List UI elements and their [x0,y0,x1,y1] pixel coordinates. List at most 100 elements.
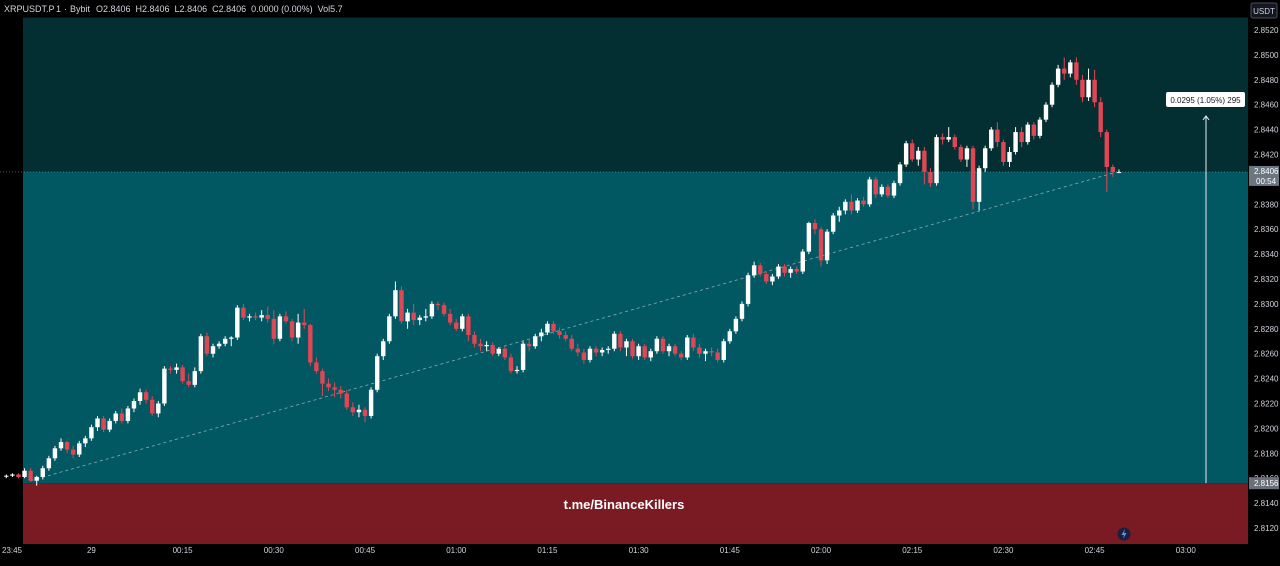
candle[interactable] [1092,69,1097,108]
candle[interactable] [1074,57,1079,85]
candle[interactable] [606,346,611,354]
candle[interactable] [447,308,453,326]
candle[interactable] [1025,122,1030,145]
candle[interactable] [1086,68,1091,101]
candle[interactable] [1055,64,1061,88]
candle[interactable] [34,475,39,486]
candle[interactable] [222,336,228,347]
candle[interactable] [362,407,368,423]
candle[interactable] [946,127,951,143]
candle[interactable] [58,438,64,451]
candle[interactable] [314,357,319,374]
candle[interactable] [143,389,149,404]
candle[interactable] [484,341,489,352]
candle[interactable] [356,404,362,418]
candle[interactable] [879,184,885,197]
candle[interactable] [593,346,599,357]
candle[interactable] [1062,57,1067,80]
candle[interactable] [672,343,678,357]
candle[interactable] [539,328,544,342]
candle[interactable] [52,445,58,461]
candle[interactable] [1043,102,1049,123]
candle[interactable] [1013,127,1018,155]
candle[interactable] [514,366,520,374]
candle[interactable] [320,368,325,397]
candle[interactable] [940,133,945,145]
chart-header-exchange[interactable]: Bybit [70,4,91,14]
candle[interactable] [982,145,988,172]
candle[interactable] [575,343,581,357]
candle[interactable] [745,272,751,307]
candle[interactable] [101,415,106,433]
candle[interactable] [727,328,733,344]
candle[interactable] [660,336,666,354]
candle[interactable] [976,165,982,211]
candle[interactable] [472,331,477,348]
candle[interactable] [1049,82,1055,108]
candle[interactable] [216,341,222,349]
currency-label[interactable]: USDT [1253,7,1275,16]
candle[interactable] [411,303,416,326]
candle[interactable] [95,415,100,431]
candle[interactable] [843,199,848,215]
candle[interactable] [624,338,629,357]
candle[interactable] [1098,97,1103,138]
candle[interactable] [873,176,878,199]
candle[interactable] [374,353,380,393]
candle[interactable] [630,338,635,359]
measure-label-box[interactable] [1166,92,1245,107]
candle[interactable] [125,405,131,424]
candle[interactable] [405,308,410,329]
candle[interactable] [344,389,349,410]
candle[interactable] [952,134,957,150]
candle[interactable] [302,308,307,329]
candle[interactable] [1110,164,1116,177]
candle[interactable] [338,386,343,399]
trendline[interactable] [30,172,1113,482]
candle[interactable] [423,308,429,322]
candle[interactable] [326,378,331,392]
candle[interactable] [764,271,769,284]
candle[interactable] [289,318,295,342]
candle[interactable] [137,388,143,405]
candle[interactable] [508,353,514,374]
candle[interactable] [210,343,216,358]
candle[interactable] [770,274,775,286]
candle[interactable] [454,318,459,332]
candle[interactable] [654,336,660,354]
candle[interactable] [703,348,708,362]
candle[interactable] [1019,127,1024,148]
candle[interactable] [277,313,283,342]
candle[interactable] [818,226,824,267]
candle[interactable] [989,127,994,151]
candle[interactable] [28,468,33,482]
candle[interactable] [283,311,289,324]
candle[interactable] [162,366,167,406]
candle[interactable] [490,342,495,357]
candle[interactable] [241,303,246,321]
candle[interactable] [259,310,264,322]
candle[interactable] [910,139,915,162]
candle[interactable] [788,266,793,278]
candle[interactable] [22,468,27,479]
candle[interactable] [417,315,422,326]
candle[interactable] [107,418,112,433]
candle[interactable] [198,333,204,374]
candle[interactable] [885,184,891,199]
candle[interactable] [934,134,939,186]
candle[interactable] [751,261,757,278]
candle[interactable] [131,398,137,413]
candle[interactable] [691,333,696,352]
candle[interactable] [83,435,88,448]
candle[interactable] [1031,122,1037,140]
candle[interactable] [1104,129,1109,192]
candle[interactable] [247,313,252,322]
candle[interactable] [387,313,392,344]
candle[interactable] [685,335,690,360]
candle[interactable] [526,338,532,352]
candle[interactable] [1068,59,1073,78]
bolt-icon[interactable] [1117,527,1131,541]
candle[interactable] [636,343,641,360]
candle[interactable] [70,445,76,459]
